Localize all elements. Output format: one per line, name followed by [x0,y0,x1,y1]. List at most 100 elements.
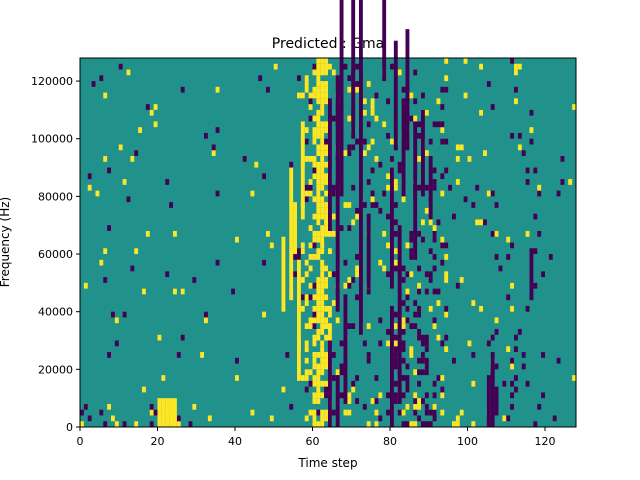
heatmap-cell [393,380,398,387]
heatmap-cell [370,138,375,145]
heatmap-cell [541,352,545,358]
heatmap-cell [324,352,328,358]
heatmap-cell [347,398,352,404]
heatmap-cell [355,207,359,214]
heatmap-cell [297,92,301,99]
heatmap-cell [386,409,390,416]
low-segment [366,213,371,289]
heatmap-cell [273,63,278,70]
heatmap-cell [417,311,421,318]
heatmap-cell [324,357,328,364]
heatmap-cell [114,421,119,427]
heatmap-cell [122,179,127,185]
heatmap-cell [370,104,375,110]
heatmap-cell [510,242,514,249]
heatmap-cell [421,334,425,341]
heatmap-cell [320,81,325,87]
heatmap-cell [510,305,514,312]
heatmap-cell [316,300,321,306]
heatmap-cell [331,213,336,220]
heatmap-cell [343,202,348,208]
heatmap-cell [114,317,119,324]
heatmap-cell [436,121,441,128]
heatmap-cell [506,415,511,422]
heatmap-cell [324,69,328,76]
heatmap-cell [324,207,328,214]
heatmap-cell [440,86,445,93]
heatmap-cell [331,352,336,358]
heatmap-cell [521,363,526,370]
heatmap-cell [320,202,325,208]
heatmap-cell [517,144,522,151]
heatmap-cell [297,254,301,260]
heatmap-cell [312,132,317,139]
heatmap-cell [149,403,154,410]
heatmap-cell [374,375,379,381]
heatmap-cell [304,271,309,278]
heatmap-cell [80,421,84,427]
heatmap-cell [312,161,317,168]
heatmap-cell [320,161,325,168]
heatmap-cell [413,254,418,260]
heatmap-cell [471,352,476,358]
heatmap-cell [405,271,410,278]
heatmap-cell [331,115,336,122]
heatmap-cell [308,317,313,324]
heatmap-cell [382,265,387,272]
heatmap-cell [320,288,325,295]
heatmap-cell [308,282,313,289]
heatmap-cell [87,184,92,191]
heatmap-cell [300,375,305,381]
heatmap-cell [304,86,309,93]
heatmap-cell [316,69,321,76]
heatmap-cell [386,340,390,347]
heatmap-cell [459,277,464,283]
heatmap-cell [378,415,383,422]
heatmap-cell [452,357,456,364]
heatmap-cell [320,305,325,312]
heatmap-cell [266,86,270,93]
heatmap-cell [390,138,394,145]
heatmap-cell [417,288,421,295]
heatmap-cell [409,92,414,99]
heatmap-cell [417,328,421,335]
heatmap-cell [413,403,418,410]
heatmap-cell [401,277,406,283]
heatmap-cell [393,363,398,370]
heatmap-cell [169,202,173,208]
heatmap-cell [316,317,321,324]
heatmap-cell [300,305,305,312]
plot-area [80,0,576,427]
heatmap-cell [556,190,561,197]
heatmap-cell [320,63,325,70]
heatmap-cell [440,242,445,249]
heatmap-cell [413,409,418,416]
chart-title: Predicted : Gma [272,36,384,52]
heatmap-cell [320,86,325,93]
heatmap-cell [316,288,321,295]
heatmap-cell [312,138,317,145]
heatmap-cell [324,138,328,145]
heatmap-cell [452,421,456,427]
heatmap-cell [324,202,328,208]
heatmap-cell [370,109,375,116]
heatmap-cell [316,328,321,335]
heatmap-cell [304,196,309,203]
heatmap-cell [320,92,325,99]
heatmap-cell [366,179,371,185]
low-segment [343,294,348,404]
heatmap-cell [324,282,328,289]
heatmap-cell [312,282,317,289]
heatmap-cell [424,207,429,214]
heatmap-cell [424,340,429,347]
heatmap-cell [347,144,352,151]
heatmap-cell [312,421,317,427]
heatmap-cell [405,421,410,427]
heatmap-cell [463,196,468,203]
heatmap-cell [316,173,321,180]
heatmap-cell [494,363,499,370]
heatmap-cell [440,190,445,197]
heatmap-cell [413,300,418,306]
heatmap-cell [514,346,518,353]
heatmap-cell [428,138,433,145]
